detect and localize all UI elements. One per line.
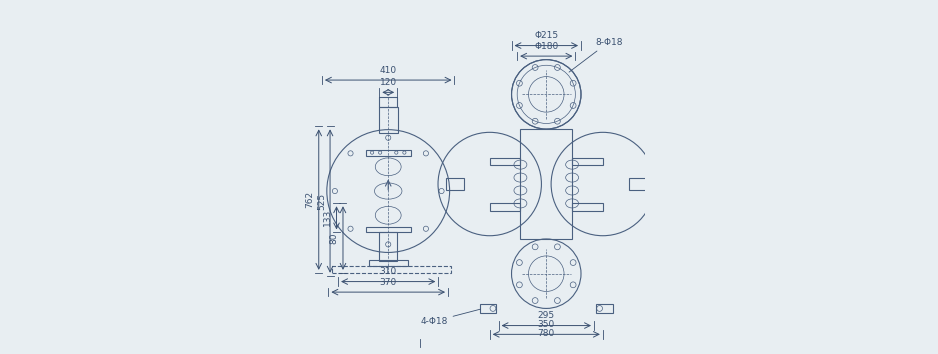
Bar — [369, 260, 408, 266]
Bar — [521, 129, 572, 239]
Text: 8-Φ18: 8-Φ18 — [569, 38, 623, 72]
Text: Φ180: Φ180 — [534, 42, 558, 51]
Text: 310: 310 — [380, 267, 397, 276]
Bar — [490, 204, 521, 211]
Bar — [572, 204, 603, 211]
Text: 295: 295 — [537, 311, 555, 320]
Bar — [597, 304, 613, 313]
Text: 4-Φ18: 4-Φ18 — [420, 309, 480, 326]
Text: Φ215: Φ215 — [535, 31, 558, 40]
Text: 120: 120 — [380, 78, 397, 87]
Bar — [379, 107, 398, 133]
Bar — [379, 97, 397, 107]
Bar — [480, 304, 496, 313]
Bar — [366, 227, 411, 233]
Bar — [366, 150, 411, 155]
Text: 762: 762 — [306, 191, 314, 208]
Text: 410: 410 — [380, 66, 397, 75]
Bar — [446, 178, 464, 190]
Text: 133: 133 — [324, 209, 332, 227]
Bar — [332, 266, 451, 273]
Text: 80: 80 — [330, 232, 339, 244]
Bar — [490, 158, 521, 165]
Text: 525: 525 — [317, 193, 325, 210]
Bar — [379, 233, 397, 262]
Text: 780: 780 — [537, 329, 555, 338]
Bar — [628, 178, 646, 190]
Bar — [572, 158, 603, 165]
Text: 370: 370 — [380, 278, 397, 287]
Text: 350: 350 — [537, 320, 555, 329]
